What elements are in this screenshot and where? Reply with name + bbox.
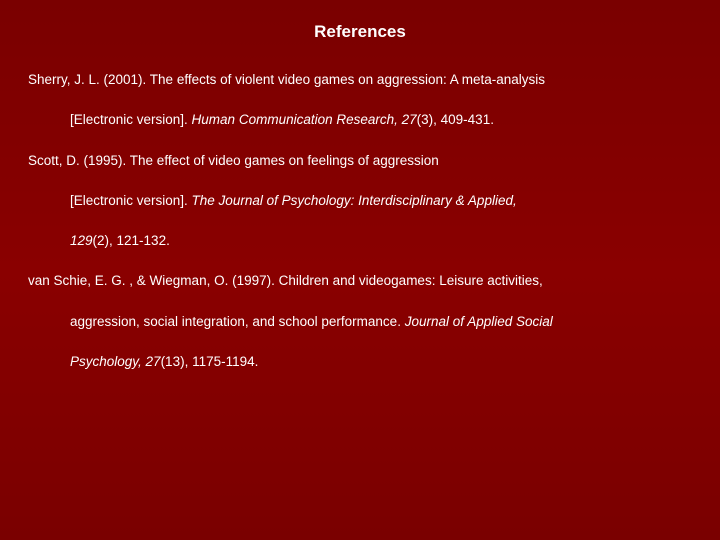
ref3-line3-suffix: (13), 1175-1194.	[161, 354, 259, 369]
ref2-line1: Scott, D. (1995). The effect of video ga…	[28, 151, 692, 171]
ref1-line1: Sherry, J. L. (2001). The effects of vio…	[28, 70, 692, 90]
ref3-line2-italic: Journal of Applied Social	[405, 314, 553, 329]
ref2-line2-prefix: [Electronic version].	[70, 193, 192, 208]
references-body: Sherry, J. L. (2001). The effects of vio…	[28, 70, 692, 372]
ref3-line3-italic: Psychology, 27	[70, 354, 161, 369]
ref1-line2-suffix: (3), 409-431.	[417, 112, 494, 127]
ref2-line3-italic: 129	[70, 233, 93, 248]
ref3-line2: aggression, social integration, and scho…	[28, 312, 692, 332]
ref1-line2-italic: Human Communication Research, 27	[192, 112, 417, 127]
slide: References Sherry, J. L. (2001). The eff…	[0, 0, 720, 540]
ref1-line2-prefix: [Electronic version].	[70, 112, 192, 127]
ref2-line2-italic: The Journal of Psychology: Interdiscipli…	[192, 193, 517, 208]
ref2-line2: [Electronic version]. The Journal of Psy…	[28, 191, 692, 211]
ref3-line3: Psychology, 27(13), 1175-1194.	[28, 352, 692, 372]
references-title: References	[28, 22, 692, 42]
ref3-line2-prefix: aggression, social integration, and scho…	[70, 314, 405, 329]
ref3-line1: van Schie, E. G. , & Wiegman, O. (1997).…	[28, 271, 692, 291]
ref1-line2: [Electronic version]. Human Communicatio…	[28, 110, 692, 130]
ref2-line3: 129(2), 121-132.	[28, 231, 692, 251]
ref2-line3-suffix: (2), 121-132.	[93, 233, 170, 248]
